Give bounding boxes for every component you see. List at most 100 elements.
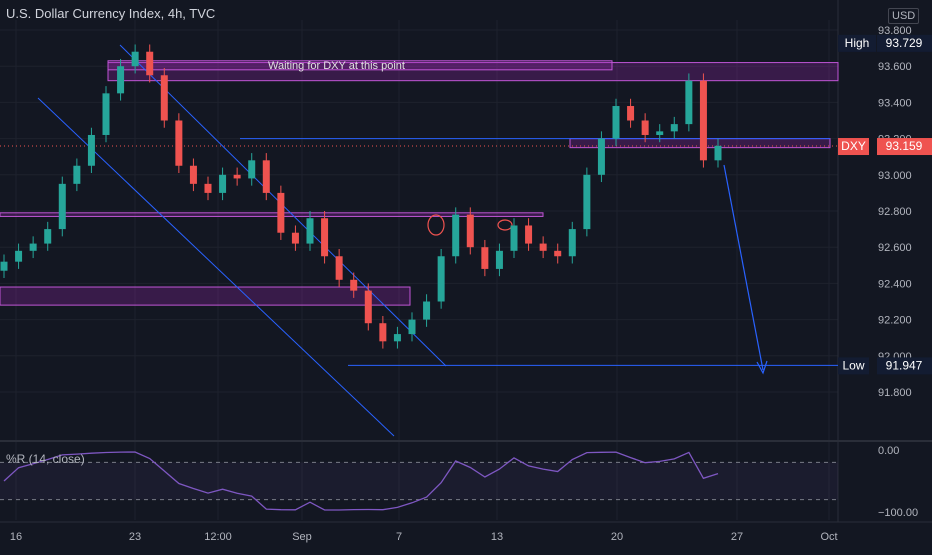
candle [117,66,125,94]
x-tick-label: 27 [731,531,743,543]
candle [73,165,81,184]
candle [291,232,299,244]
candle [15,250,23,262]
oscillator-tick: −100.00 [878,507,918,519]
x-tick-label: 16 [10,531,22,543]
candle [44,229,52,244]
candle [583,174,591,230]
last-price-tag-value-bg [877,138,932,156]
candle [350,279,358,291]
candles [0,44,722,349]
candle [641,120,649,135]
candle [554,250,562,257]
x-tick-label: Oct [820,531,837,543]
x-tick-label: 23 [129,531,141,543]
projection-arrow [723,164,764,371]
y-tick-label: 93.400 [878,97,912,109]
low-tag-label-bg [838,357,869,375]
candle [306,218,314,244]
candle [175,120,183,166]
zone-rect [0,212,544,217]
candle [204,183,212,193]
candle [627,106,635,121]
candle [597,138,605,175]
y-tick-label: 93.800 [878,25,912,37]
oscillator-line [3,451,719,511]
grid-lines [0,20,838,520]
annotation-text: Waiting for DXY at this point [268,60,405,72]
candle [233,174,241,179]
currency-button[interactable]: USD [888,8,920,24]
candle [364,290,372,324]
candle [699,80,707,161]
candle [656,131,664,135]
candle [58,183,66,230]
candle [612,106,620,139]
candle [408,319,416,335]
candle [714,145,722,161]
last-price-tag-value: 93.159 [886,139,923,153]
candle [87,134,95,166]
candle [423,301,431,320]
candle [262,160,270,193]
oscillator-band [0,462,838,500]
candle [568,229,576,257]
candle [189,165,197,184]
candle [670,124,678,132]
y-tick-label: 92.400 [878,278,912,290]
arrow-head [756,360,768,375]
candle [481,247,489,269]
candle [102,93,110,135]
x-tick-label: 13 [491,531,503,543]
x-tick-label: 7 [396,531,402,543]
candle [131,51,139,67]
candle [379,323,387,342]
candle [452,214,460,257]
low-tag-value-bg [877,357,932,375]
y-tick-label: 92.800 [878,206,912,218]
candle [277,192,285,233]
oscillator-tick: 0.00 [878,445,899,457]
candle [466,214,474,248]
y-tick-label: 92.600 [878,242,912,254]
candle [219,174,227,193]
chart-title: U.S. Dollar Currency Index, 4h, TVC [6,6,216,21]
x-tick-label: 20 [611,531,623,543]
candle [146,51,154,76]
high-tag-label-bg [838,34,876,52]
high-tag-value-bg [877,34,932,52]
candle [685,80,693,125]
candle [160,75,168,121]
candle [539,243,547,251]
low-tag-value: 91.947 [886,358,923,372]
candle [335,256,343,280]
candle [510,225,518,251]
candle [248,160,256,179]
indicator-label: %R (14, close) [6,452,85,466]
last-price-tag-label: DXY [841,139,866,153]
marker-circle [497,219,513,231]
x-tick-label: Sep [292,531,312,543]
marker-circle [427,214,445,236]
y-tick-label: 92.200 [878,315,912,327]
y-tick-label: 93.000 [878,170,912,182]
high-tag-value: 93.729 [886,36,923,50]
high-tag-label: High [845,36,870,50]
y-tick-label: 93.600 [878,61,912,73]
zone-rect [0,286,411,306]
candle [29,243,37,251]
last-price-tag-label-bg [838,138,869,156]
candle [321,218,329,257]
x-tick-label: 12:00 [204,531,232,543]
zone-rect [107,60,613,71]
channel-lower [37,97,395,437]
zones [0,60,839,306]
low-tag-label: Low [842,358,864,372]
candle [525,225,533,244]
candle [0,261,8,271]
candle [393,334,401,342]
candle [437,256,445,302]
candle [495,250,503,269]
